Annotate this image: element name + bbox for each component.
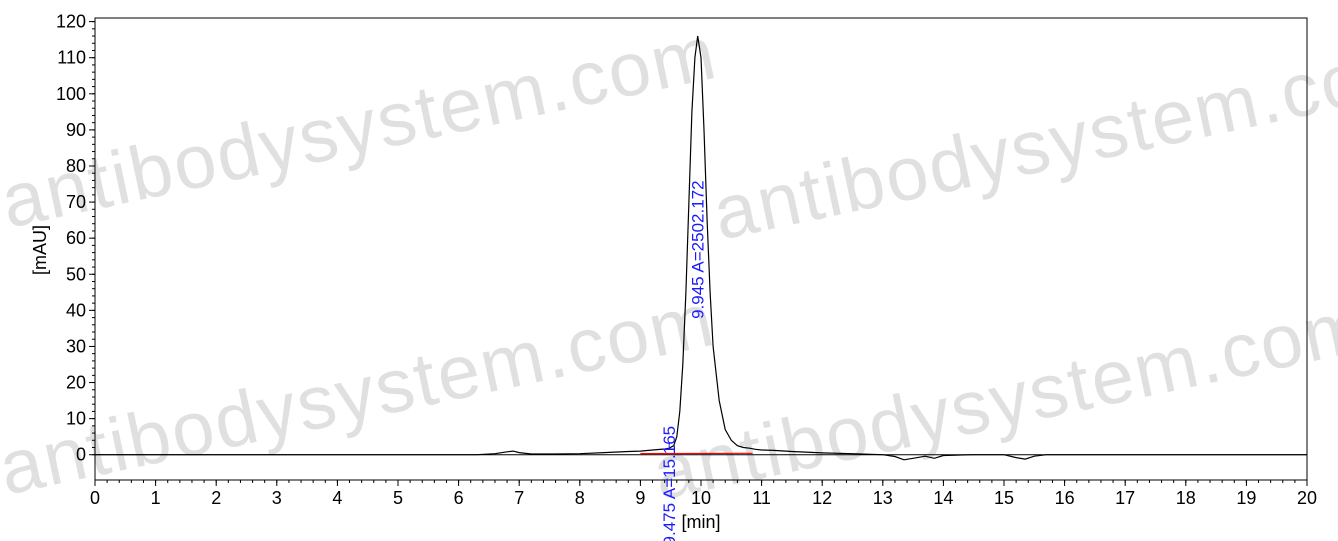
y-tick-label: 0	[76, 445, 86, 465]
y-tick-label: 60	[66, 228, 86, 248]
chromatogram-trace	[95, 35, 1307, 461]
x-tick-label: 19	[1236, 488, 1256, 508]
y-tick-label: 90	[66, 120, 86, 140]
x-tick-label: 8	[575, 488, 585, 508]
x-tick-label: 11	[752, 488, 771, 508]
x-tick-label: 1	[151, 488, 161, 508]
x-tick-label: 15	[994, 488, 1014, 508]
x-tick-label: 16	[1055, 488, 1075, 508]
x-tick-label: 13	[873, 488, 893, 508]
y-tick-label: 110	[57, 48, 86, 68]
traces	[95, 35, 1307, 461]
y-tick-label: 80	[66, 156, 86, 176]
x-tick-label: 20	[1297, 488, 1317, 508]
x-tick-label: 14	[933, 488, 953, 508]
y-tick-label: 70	[66, 192, 86, 212]
y-axis-title: [mAU]	[30, 225, 50, 275]
y-tick-label: 50	[66, 264, 86, 284]
x-tick-label: 9	[635, 488, 645, 508]
x-tick-label: 3	[272, 488, 282, 508]
x-tick-label: 6	[454, 488, 464, 508]
y-tick-label: 30	[66, 336, 86, 356]
peak-annotations: 9.475 A=15.165 9.945 A=2502.172	[660, 180, 707, 541]
x-tick-label: 7	[514, 488, 524, 508]
y-tick-label: 40	[66, 300, 86, 320]
y-tick-label: 10	[66, 409, 86, 429]
x-axis: 0 1 2 3 4 5 6 7 8 9 10 11 12 13 14 15 16 17 18 19 20	[90, 480, 1317, 508]
x-tick-label: 17	[1115, 488, 1135, 508]
x-tick-label: 4	[332, 488, 342, 508]
peak-label: 9.945 A=2502.172	[689, 180, 708, 319]
x-tick-label: 18	[1176, 488, 1196, 508]
y-tick-label: 120	[56, 12, 86, 32]
x-tick-label: 5	[393, 488, 403, 508]
x-tick-label: 2	[211, 488, 221, 508]
watermark-text: antibodysystem.com	[0, 10, 724, 245]
x-tick-label: 0	[90, 488, 100, 508]
x-tick-label: 10	[691, 488, 711, 508]
peak-label: 9.475 A=15.165	[660, 426, 679, 541]
y-tick-label: 20	[66, 373, 86, 393]
y-axis: 0 10 20 30 40 50 60 70 80 90 100 110 120	[56, 12, 95, 465]
x-tick-label: 12	[812, 488, 832, 508]
watermark-text: antibodysystem.com	[706, 22, 1338, 257]
y-tick-label: 100	[56, 84, 86, 104]
watermark-text: antibodysystem.com	[0, 277, 722, 512]
x-axis-title: [min]	[681, 512, 720, 532]
